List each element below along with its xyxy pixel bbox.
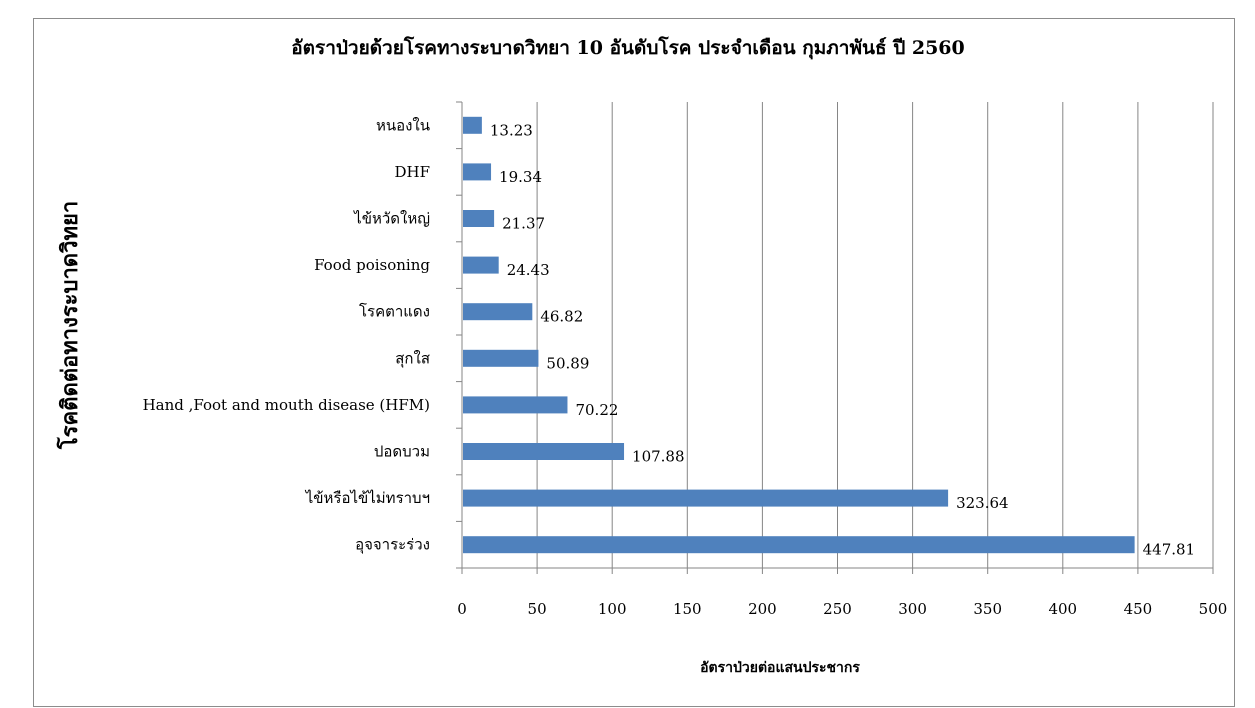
x-tick-label: 100 bbox=[598, 600, 627, 618]
x-tick-label: 300 bbox=[898, 600, 927, 618]
y-axis-title: โรคติดต่อทางระบาดวิทยา bbox=[56, 201, 83, 450]
bar bbox=[463, 303, 533, 321]
bar bbox=[463, 210, 495, 227]
category-label: Food poisoning bbox=[314, 256, 430, 274]
x-tick-label: 150 bbox=[673, 600, 702, 618]
bar bbox=[463, 489, 949, 507]
bar bbox=[463, 116, 482, 134]
x-tick-label: 50 bbox=[528, 600, 547, 618]
category-label: ปอดบวม bbox=[374, 443, 430, 461]
chart-area bbox=[33, 18, 1235, 707]
data-label: 70.22 bbox=[575, 401, 618, 419]
category-label: Hand ,Foot and mouth disease (HFM) bbox=[143, 396, 430, 414]
category-label: DHF bbox=[394, 163, 430, 181]
data-label: 46.82 bbox=[540, 308, 583, 326]
category-label: โรคตาแดง bbox=[359, 303, 430, 321]
bars bbox=[463, 116, 1135, 554]
bar bbox=[463, 349, 539, 367]
x-tick-label: 0 bbox=[457, 600, 467, 618]
category-label: ไข้หรือไข้ไม่ทราบฯ bbox=[305, 489, 430, 507]
category-label: อุจจาระร่วง bbox=[355, 536, 430, 555]
data-label: 24.43 bbox=[507, 261, 550, 279]
x-tick-label: 400 bbox=[1048, 600, 1077, 618]
bar bbox=[463, 396, 568, 414]
x-tick-label: 250 bbox=[823, 600, 852, 618]
category-label: สุกใส bbox=[395, 349, 430, 368]
x-axis-title: อัตราป่วยต่อแสนประชากร bbox=[700, 660, 860, 676]
data-label: 13.23 bbox=[490, 121, 533, 139]
data-label: 107.88 bbox=[632, 448, 685, 466]
x-tick-label: 500 bbox=[1199, 600, 1228, 618]
data-label: 447.81 bbox=[1143, 541, 1196, 559]
category-label: ไข้หวัดใหญ่ bbox=[353, 210, 430, 228]
x-tick-label: 200 bbox=[748, 600, 777, 618]
labels: 0 50 100 150 200 250 300 350 400 450 500 หนองใน 13.2… bbox=[143, 116, 1228, 618]
x-tick-label: 450 bbox=[1124, 600, 1153, 618]
axes bbox=[456, 101, 1214, 574]
bar bbox=[463, 536, 1135, 554]
chart-title: อัตราป่วยด้วยโรคทางระบาดวิทยา 10 อันดับโ… bbox=[291, 36, 965, 60]
bar bbox=[463, 163, 492, 181]
data-label: 323.64 bbox=[956, 494, 1009, 512]
bar bbox=[463, 256, 499, 274]
data-label: 19.34 bbox=[499, 168, 542, 186]
bar bbox=[463, 443, 625, 460]
category-label: หนองใน bbox=[376, 116, 430, 134]
data-label: 21.37 bbox=[502, 215, 545, 233]
x-tick-label: 350 bbox=[973, 600, 1002, 618]
data-label: 50.89 bbox=[546, 354, 589, 372]
